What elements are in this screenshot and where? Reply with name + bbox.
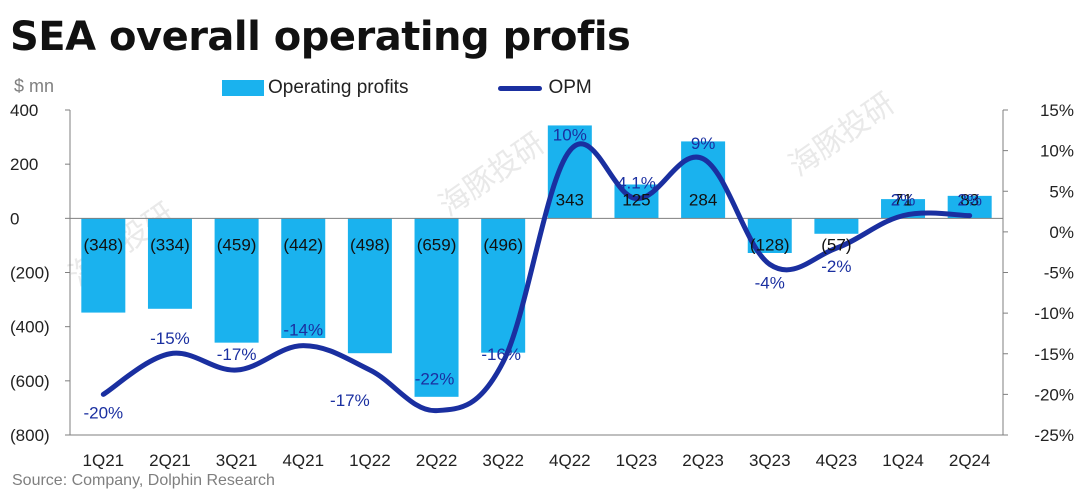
x-tick-label: 2Q22 (416, 451, 458, 470)
x-tick-label: 3Q21 (216, 451, 258, 470)
bar-3q21 (214, 218, 259, 343)
bar-value-label: (496) (483, 235, 523, 254)
right-tick-label: -25% (1034, 426, 1074, 445)
legend-bar-swatch (222, 80, 264, 96)
right-tick-label: -10% (1034, 304, 1074, 323)
right-tick-label: 15% (1040, 101, 1074, 120)
opm-value-label: -17% (330, 391, 370, 410)
opm-value-label: 9% (691, 134, 716, 153)
opm-value-label: -16% (481, 345, 521, 364)
opm-value-label: -20% (83, 403, 123, 422)
opm-value-label: -17% (217, 345, 257, 364)
right-tick-label: -15% (1034, 345, 1074, 364)
opm-value-label: 2% (891, 191, 916, 210)
legend: Operating profits OPM (222, 77, 592, 99)
x-tick-label: 4Q23 (816, 451, 858, 470)
source-note: Source: Company, Dolphin Research (12, 472, 275, 489)
bar-value-label: 284 (689, 190, 717, 209)
opm-value-label: -14% (283, 321, 323, 340)
bar-2q21 (147, 218, 192, 309)
x-tick-label: 2Q24 (949, 451, 991, 470)
bar-4q23 (814, 218, 859, 234)
right-tick-label: 0% (1049, 223, 1074, 242)
chart-title: SEA overall operating profis (10, 14, 631, 60)
x-tick-label: 1Q22 (349, 451, 391, 470)
opm-line (100, 141, 973, 414)
x-tick-label: 1Q24 (882, 451, 924, 470)
bar-2q22 (414, 218, 459, 397)
opm-value-label: 2% (957, 191, 982, 210)
opm-value-label: -2% (821, 257, 851, 276)
opm-value-label: -22% (415, 370, 455, 389)
x-tick-label: 2Q21 (149, 451, 191, 470)
bar-2q23 (681, 141, 726, 219)
opm-value-label: -4% (755, 273, 785, 292)
x-tick-label: 3Q22 (482, 451, 524, 470)
bar-4q22 (547, 125, 592, 219)
legend-line-swatch (498, 85, 543, 91)
x-tick-label: 1Q21 (83, 451, 125, 470)
bar-value-label: (459) (217, 235, 257, 254)
y-axis-unit: $ mn (14, 76, 55, 96)
x-tick-label: 2Q23 (682, 451, 724, 470)
legend-line-label: OPM (548, 77, 592, 98)
right-tick-label: -5% (1044, 264, 1074, 283)
bar-value-label: (348) (83, 235, 123, 254)
right-tick-label: 10% (1040, 142, 1074, 161)
bar-value-label: 83 (960, 190, 979, 209)
bar-value-label: (128) (750, 235, 790, 254)
x-tick-label: 4Q22 (549, 451, 591, 470)
bar-value-label: 71 (894, 190, 913, 209)
bar-value-label: (498) (350, 235, 390, 254)
bar-value-label: 125 (622, 190, 650, 209)
left-tick-label: (800) (10, 426, 50, 445)
bar-1q21 (81, 218, 126, 313)
opm-value-label: -15% (150, 329, 190, 348)
bar-value-label: 343 (556, 190, 584, 209)
left-tick-label: 200 (10, 155, 38, 174)
opm-value-label: 10% (553, 126, 587, 145)
bar-value-label: (442) (283, 235, 323, 254)
left-tick-label: 400 (10, 101, 38, 120)
bar-1q22 (347, 218, 392, 354)
x-tick-label: 4Q21 (282, 451, 324, 470)
left-tick-label: (200) (10, 264, 50, 283)
bar-value-label: (334) (150, 235, 190, 254)
left-tick-label: (600) (10, 372, 50, 391)
right-tick-label: 5% (1049, 182, 1074, 201)
bar-value-label: (659) (417, 235, 457, 254)
left-tick-label: (400) (10, 318, 50, 337)
opm-value-label: 4.1% (617, 174, 656, 193)
legend-bar-label: Operating profits (268, 77, 409, 98)
bar-4q21 (281, 218, 326, 339)
right-tick-label: -20% (1034, 385, 1074, 404)
left-tick-label: 0 (10, 209, 19, 228)
bar-value-label: (57) (821, 235, 851, 254)
x-tick-label: 1Q23 (616, 451, 658, 470)
x-tick-label: 3Q23 (749, 451, 791, 470)
